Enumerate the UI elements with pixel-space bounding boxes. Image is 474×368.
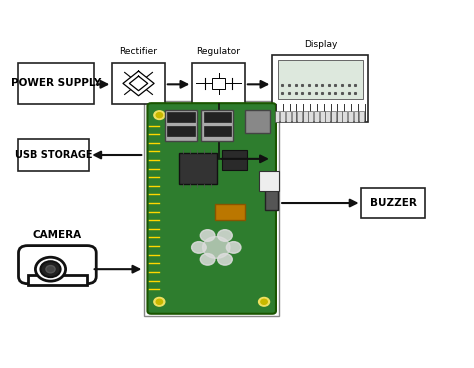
- Circle shape: [191, 242, 206, 253]
- FancyBboxPatch shape: [192, 63, 245, 104]
- Circle shape: [154, 111, 165, 120]
- Circle shape: [202, 237, 230, 258]
- FancyBboxPatch shape: [245, 110, 270, 133]
- FancyBboxPatch shape: [204, 125, 231, 136]
- FancyBboxPatch shape: [272, 55, 368, 123]
- FancyBboxPatch shape: [18, 139, 90, 171]
- FancyBboxPatch shape: [167, 112, 194, 122]
- FancyBboxPatch shape: [278, 60, 363, 99]
- Circle shape: [259, 297, 270, 306]
- FancyBboxPatch shape: [309, 111, 313, 122]
- Circle shape: [156, 113, 163, 118]
- FancyBboxPatch shape: [265, 188, 278, 210]
- Circle shape: [154, 297, 165, 306]
- FancyBboxPatch shape: [215, 204, 245, 220]
- Text: USB STORAGE: USB STORAGE: [15, 150, 93, 160]
- Circle shape: [218, 254, 232, 265]
- FancyBboxPatch shape: [147, 103, 276, 314]
- Circle shape: [156, 299, 163, 304]
- FancyBboxPatch shape: [292, 111, 296, 122]
- FancyBboxPatch shape: [27, 275, 87, 286]
- FancyBboxPatch shape: [320, 111, 325, 122]
- FancyBboxPatch shape: [348, 111, 353, 122]
- FancyBboxPatch shape: [326, 111, 330, 122]
- FancyBboxPatch shape: [204, 112, 231, 122]
- FancyBboxPatch shape: [354, 111, 358, 122]
- FancyBboxPatch shape: [18, 63, 94, 104]
- Circle shape: [201, 230, 215, 241]
- FancyBboxPatch shape: [167, 125, 194, 136]
- Circle shape: [261, 113, 267, 118]
- Circle shape: [227, 242, 241, 253]
- Circle shape: [36, 257, 65, 281]
- Circle shape: [218, 230, 232, 241]
- Text: Regulator: Regulator: [197, 47, 241, 56]
- FancyBboxPatch shape: [342, 111, 347, 122]
- FancyBboxPatch shape: [165, 110, 197, 141]
- FancyBboxPatch shape: [179, 153, 218, 184]
- FancyBboxPatch shape: [144, 100, 279, 316]
- FancyBboxPatch shape: [331, 111, 336, 122]
- FancyBboxPatch shape: [280, 111, 285, 122]
- FancyBboxPatch shape: [362, 188, 426, 219]
- Circle shape: [40, 261, 61, 277]
- FancyBboxPatch shape: [212, 78, 225, 89]
- Circle shape: [259, 111, 270, 120]
- FancyBboxPatch shape: [297, 111, 302, 122]
- Text: CAMERA: CAMERA: [33, 230, 82, 240]
- FancyBboxPatch shape: [359, 111, 364, 122]
- Text: POWER SUPPLY: POWER SUPPLY: [11, 78, 101, 88]
- FancyBboxPatch shape: [286, 111, 291, 122]
- Circle shape: [261, 299, 267, 304]
- Text: Display: Display: [304, 40, 337, 49]
- Circle shape: [201, 254, 215, 265]
- FancyBboxPatch shape: [303, 111, 308, 122]
- Text: BUZZER: BUZZER: [370, 198, 417, 208]
- FancyBboxPatch shape: [314, 111, 319, 122]
- Text: Rectifier: Rectifier: [119, 47, 157, 56]
- FancyBboxPatch shape: [222, 149, 247, 170]
- Circle shape: [46, 266, 55, 273]
- FancyBboxPatch shape: [259, 171, 279, 191]
- FancyBboxPatch shape: [18, 245, 96, 284]
- FancyBboxPatch shape: [274, 111, 279, 122]
- FancyBboxPatch shape: [337, 111, 342, 122]
- FancyBboxPatch shape: [112, 63, 165, 104]
- FancyBboxPatch shape: [201, 110, 233, 141]
